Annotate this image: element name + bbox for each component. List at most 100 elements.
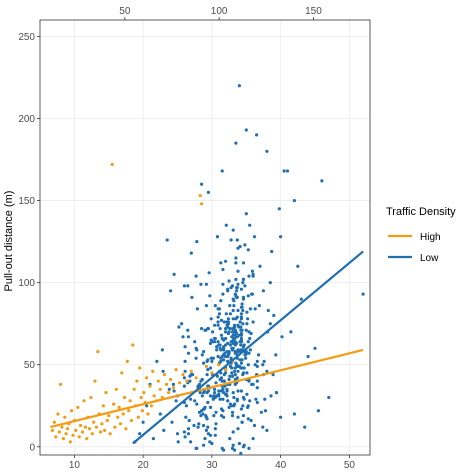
data-point (127, 409, 131, 413)
data-point (313, 346, 317, 350)
data-point (175, 432, 180, 436)
data-point (280, 335, 284, 339)
data-point (272, 313, 276, 318)
data-point (236, 369, 240, 373)
data-point (178, 381, 182, 385)
data-point (213, 304, 217, 308)
data-point (204, 282, 208, 286)
data-point (194, 356, 198, 360)
data-point (199, 282, 203, 286)
data-point (124, 427, 128, 431)
data-point (248, 348, 252, 352)
data-point (202, 350, 206, 354)
data-point (234, 261, 238, 265)
data-point (182, 376, 186, 380)
data-point (189, 369, 193, 373)
data-point (233, 350, 237, 354)
data-point (139, 395, 143, 400)
data-point (219, 261, 223, 265)
data-point (148, 384, 152, 388)
data-point (232, 395, 236, 400)
data-point (237, 441, 241, 446)
data-point (82, 399, 86, 403)
data-point (81, 430, 85, 434)
data-point (146, 412, 150, 416)
data-point (239, 312, 243, 316)
data-point (204, 364, 208, 368)
data-point (242, 397, 246, 401)
data-point (299, 297, 303, 301)
data-point (248, 336, 252, 341)
data-point (200, 353, 204, 357)
data-point (181, 335, 185, 339)
data-point (235, 286, 239, 290)
data-point (243, 243, 247, 247)
data-point (200, 182, 204, 186)
data-point (200, 327, 204, 331)
data-point (233, 366, 237, 370)
data-point (193, 399, 197, 403)
data-point (107, 414, 111, 418)
data-point (214, 381, 218, 385)
data-point (247, 351, 251, 355)
data-point (186, 351, 191, 355)
data-point (200, 409, 204, 413)
data-point (230, 335, 234, 339)
data-point (231, 228, 235, 232)
data-point (269, 394, 273, 398)
data-point (244, 212, 248, 216)
data-point (244, 356, 248, 360)
data-point (219, 359, 223, 363)
data-point (233, 323, 237, 327)
data-point (87, 427, 92, 431)
data-point (252, 235, 257, 239)
data-point (274, 353, 278, 357)
data-point (118, 422, 122, 426)
data-point (164, 382, 169, 386)
data-point (222, 379, 226, 383)
data-point (279, 235, 283, 239)
data-point (236, 415, 240, 419)
data-point (227, 279, 231, 283)
data-point (236, 269, 240, 273)
data-point (292, 412, 296, 416)
data-point (213, 433, 217, 437)
data-point (59, 382, 63, 386)
data-point (235, 335, 239, 339)
data-point (263, 409, 268, 413)
data-point (259, 410, 263, 414)
data-point (213, 323, 217, 327)
data-point (215, 374, 219, 378)
y-tick-label: 0 (29, 442, 35, 453)
data-point (225, 350, 229, 354)
data-point (65, 427, 70, 431)
data-point (195, 240, 199, 244)
data-point (222, 415, 226, 419)
data-point (167, 387, 171, 391)
data-point (228, 374, 232, 378)
data-point (176, 440, 180, 444)
data-point (246, 405, 250, 409)
data-point (271, 373, 275, 377)
data-point (189, 440, 193, 444)
data-point (195, 307, 199, 311)
data-point (232, 404, 236, 408)
data-point (201, 412, 205, 416)
data-point (172, 272, 176, 276)
data-point (180, 322, 184, 326)
data-point (240, 305, 244, 309)
data-point (54, 435, 58, 439)
data-point (238, 244, 242, 249)
data-point (158, 412, 162, 416)
data-point (206, 425, 210, 429)
data-point (206, 384, 210, 388)
data-point (222, 391, 226, 395)
data-point (216, 340, 220, 344)
data-point (255, 379, 259, 383)
data-point (230, 340, 235, 344)
data-point (214, 422, 218, 426)
data-point (210, 371, 214, 375)
data-point (226, 354, 230, 359)
y-tick-label: 150 (18, 196, 35, 207)
data-point (192, 423, 196, 428)
